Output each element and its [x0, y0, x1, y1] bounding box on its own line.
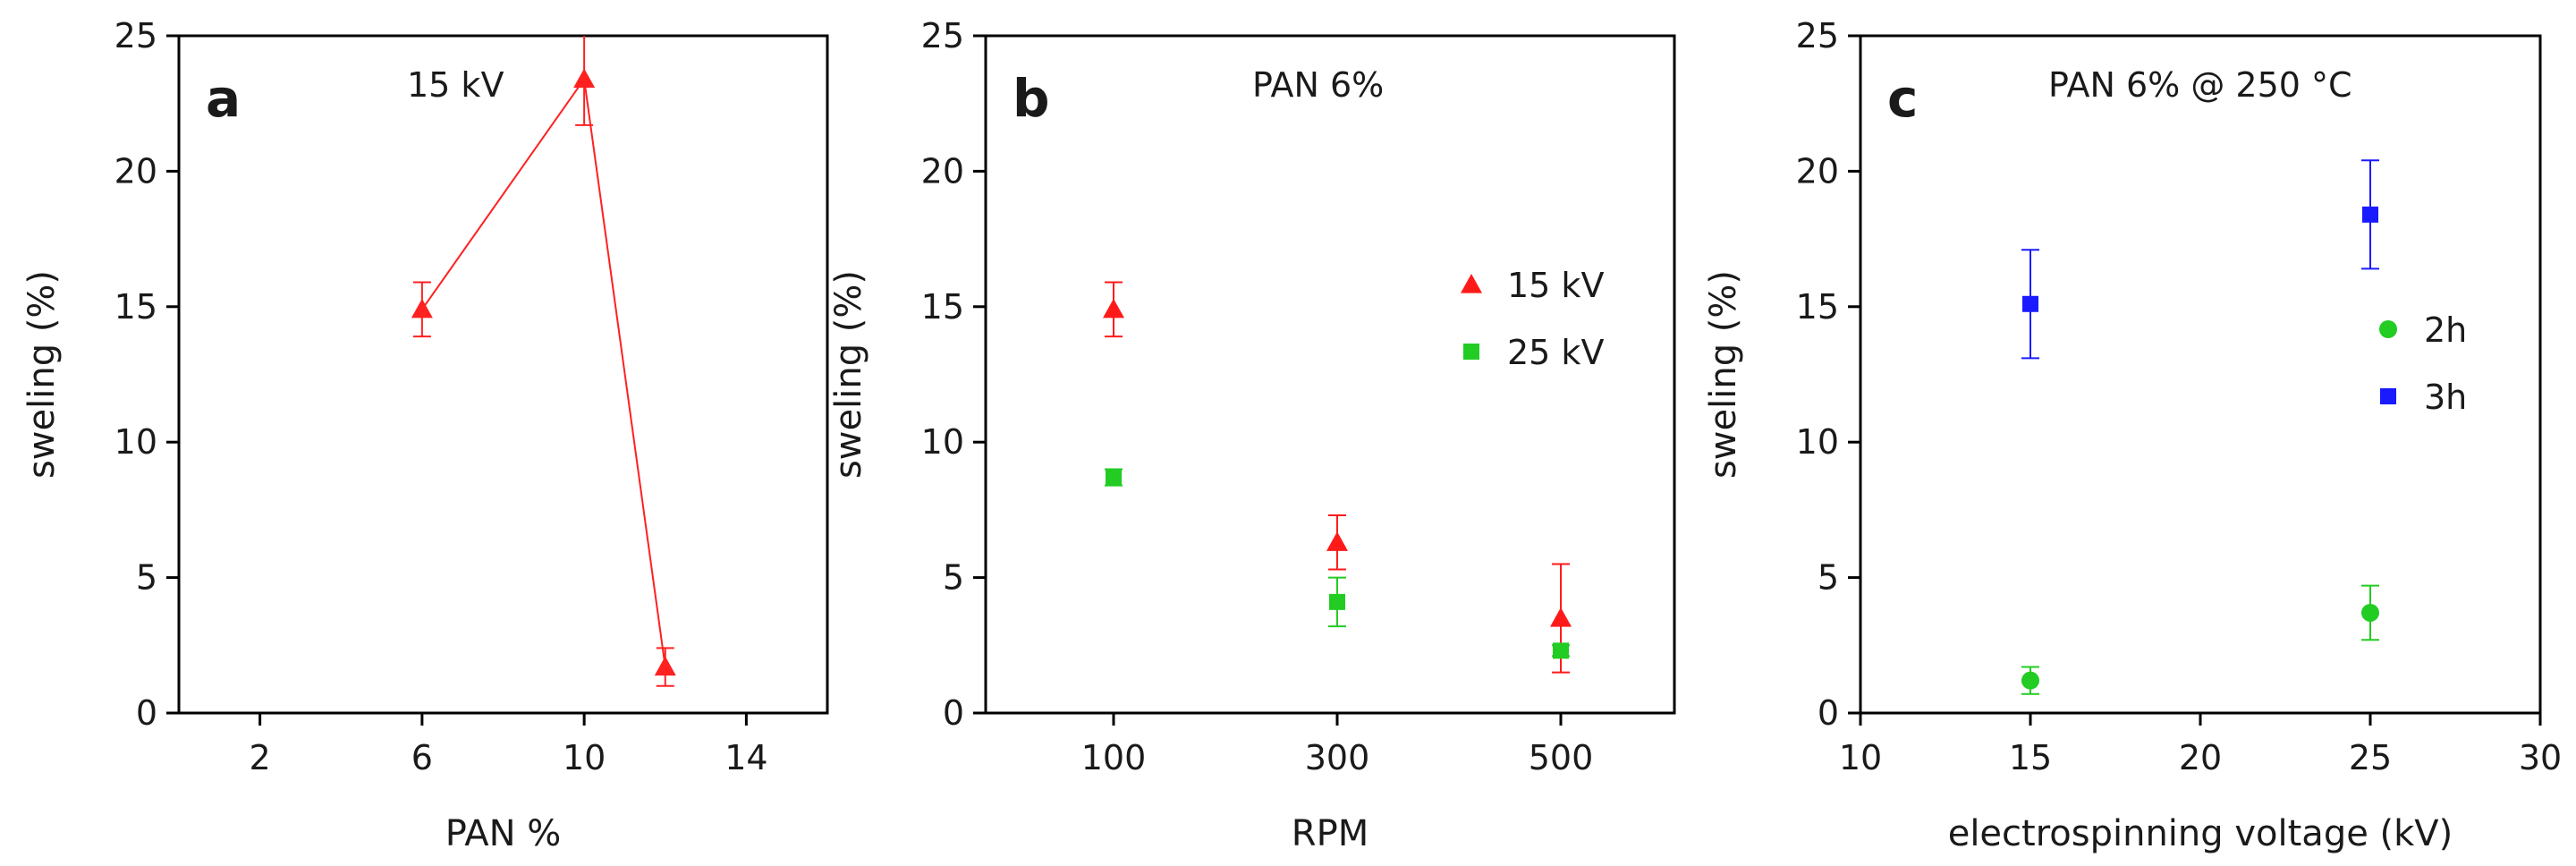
y-tick-label: 5 [943, 558, 964, 598]
data-point [1326, 531, 1348, 551]
x-axis-title: electrospinning voltage (kV) [1948, 813, 2453, 854]
y-tick-label: 10 [114, 422, 157, 462]
legend-marker [1463, 344, 1479, 360]
data-point [1553, 642, 1569, 659]
y-tick-label: 15 [114, 287, 157, 327]
panel-annotation: PAN 6% @ 250 °C [2048, 65, 2352, 105]
legend-marker [2379, 320, 2397, 338]
y-axis-title: sweling (%) [21, 270, 63, 479]
data-point [2361, 603, 2379, 622]
x-tick-label: 300 [1305, 738, 1370, 777]
x-tick-label: 100 [1081, 738, 1147, 777]
y-tick-label: 25 [921, 16, 964, 55]
data-point [1329, 593, 1345, 610]
x-axis-title: PAN % [445, 813, 562, 854]
y-tick-label: 0 [943, 693, 964, 733]
panel-annotation: PAN 6% [1252, 65, 1384, 105]
y-tick-label: 5 [136, 558, 157, 598]
y-tick-label: 15 [921, 287, 964, 327]
x-tick-label: 14 [724, 738, 767, 777]
x-tick-label: 20 [2179, 738, 2222, 777]
plot-area [2021, 159, 2379, 695]
legend-marker [2380, 388, 2396, 404]
data-point [1550, 607, 1572, 627]
y-axis-title: sweling (%) [1703, 270, 1744, 479]
y-axis-title: sweling (%) [828, 270, 869, 479]
plot-area [411, 36, 676, 687]
x-axis-title: RPM [1292, 813, 1368, 854]
panel-a: 0 5 10 15 20 25 2 6 10 14 PAN % sweling (%) a 15 kV [21, 16, 829, 854]
legend: 15 kV 25 kV [1461, 266, 1604, 372]
y-tick-label: 15 [1796, 287, 1839, 327]
panel-letter: b [1013, 68, 1050, 129]
legend-label: 15 kV [1507, 266, 1604, 305]
y-tick-label: 0 [136, 693, 157, 733]
data-point [1103, 298, 1124, 318]
data-point [2021, 671, 2039, 690]
plot-frame [177, 34, 829, 715]
legend: 2h 3h [2379, 310, 2467, 417]
plot-area [1103, 281, 1572, 674]
panel-letter: c [1887, 68, 1918, 129]
x-tick-label: 500 [1529, 738, 1594, 777]
y-tick-label: 25 [114, 16, 157, 55]
legend-marker [1461, 274, 1482, 293]
data-point [411, 298, 433, 318]
y-tick-label: 10 [921, 422, 964, 462]
legend-label: 3h [2424, 378, 2467, 417]
y-tick-label: 20 [114, 151, 157, 191]
x-tick-label: 10 [563, 738, 606, 777]
x-tick-label: 25 [2349, 738, 2392, 777]
y-tick-label: 25 [1796, 16, 1839, 55]
data-point [2022, 295, 2038, 312]
legend-label: 2h [2424, 310, 2467, 350]
panel-letter: a [206, 68, 241, 129]
y-tick-label: 20 [1796, 151, 1839, 191]
legend-label: 25 kV [1507, 333, 1604, 372]
data-point [654, 656, 676, 676]
y-tick-label: 5 [1818, 558, 1839, 598]
x-tick-label: 10 [1839, 738, 1882, 777]
plot-frame [984, 34, 1676, 715]
data-point [1106, 469, 1122, 486]
data-point [2362, 206, 2378, 223]
y-tick-label: 20 [921, 151, 964, 191]
y-tick-label: 0 [1818, 693, 1839, 733]
x-tick-label: 6 [411, 738, 433, 777]
panel-b: 0 5 10 15 20 25 100 300 500 RPM sweling (%) b PAN 6%… [828, 16, 1676, 854]
y-tick-label: 10 [1796, 422, 1839, 462]
series-line [421, 76, 666, 667]
panel-annotation: 15 kV [407, 65, 504, 105]
x-tick-label: 30 [2519, 738, 2562, 777]
plot-frame [1859, 34, 2542, 715]
panel-c: 0 5 10 15 20 25 10 15 20 25 30 electrospinning volt… [1703, 16, 2562, 854]
data-point [573, 68, 596, 89]
x-tick-label: 2 [250, 738, 271, 777]
x-tick-label: 15 [2009, 738, 2052, 777]
